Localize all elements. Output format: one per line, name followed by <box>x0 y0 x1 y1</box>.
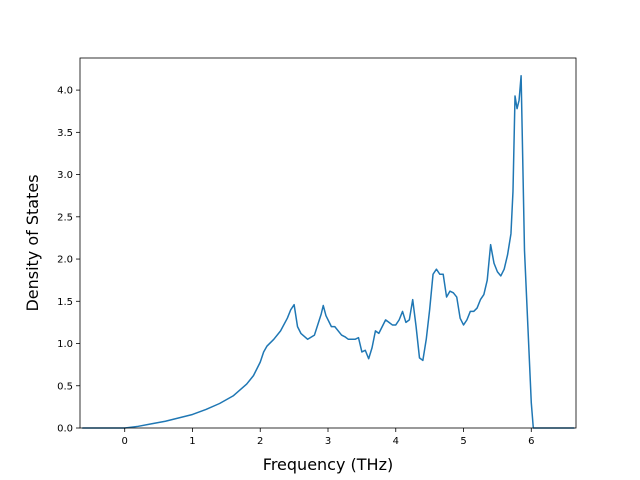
y-tick-label: 0.5 <box>57 381 73 392</box>
axes-background <box>80 58 576 428</box>
y-axis-label: Density of States <box>23 174 42 311</box>
y-tick-label: 2.5 <box>57 212 73 223</box>
x-axis-label: Frequency (THz) <box>263 455 393 474</box>
y-axis-ticks: 0.0 0.5 1.0 1.5 2.0 2.5 3.0 3.5 4.0 <box>57 86 80 435</box>
x-tick-label: 5 <box>460 436 466 447</box>
y-tick-label: 4.0 <box>57 86 73 97</box>
x-tick-label: 1 <box>189 436 195 447</box>
x-tick-label: 4 <box>393 436 399 447</box>
x-tick-label: 6 <box>528 436 534 447</box>
y-tick-label: 3.0 <box>57 170 73 181</box>
dos-series-line <box>81 74 575 429</box>
plot-area <box>79 57 577 429</box>
x-tick-label: 3 <box>325 436 331 447</box>
y-tick-label: 1.5 <box>57 297 73 308</box>
y-tick-label: 1.0 <box>57 339 73 350</box>
y-tick-label: 2.0 <box>57 255 73 266</box>
y-tick-label: 0.0 <box>57 424 73 435</box>
x-tick-label: 0 <box>122 436 128 447</box>
x-axis-ticks: 0 1 2 3 4 5 6 <box>122 428 534 447</box>
y-tick-label: 3.5 <box>57 128 73 139</box>
x-tick-label: 2 <box>257 436 263 447</box>
